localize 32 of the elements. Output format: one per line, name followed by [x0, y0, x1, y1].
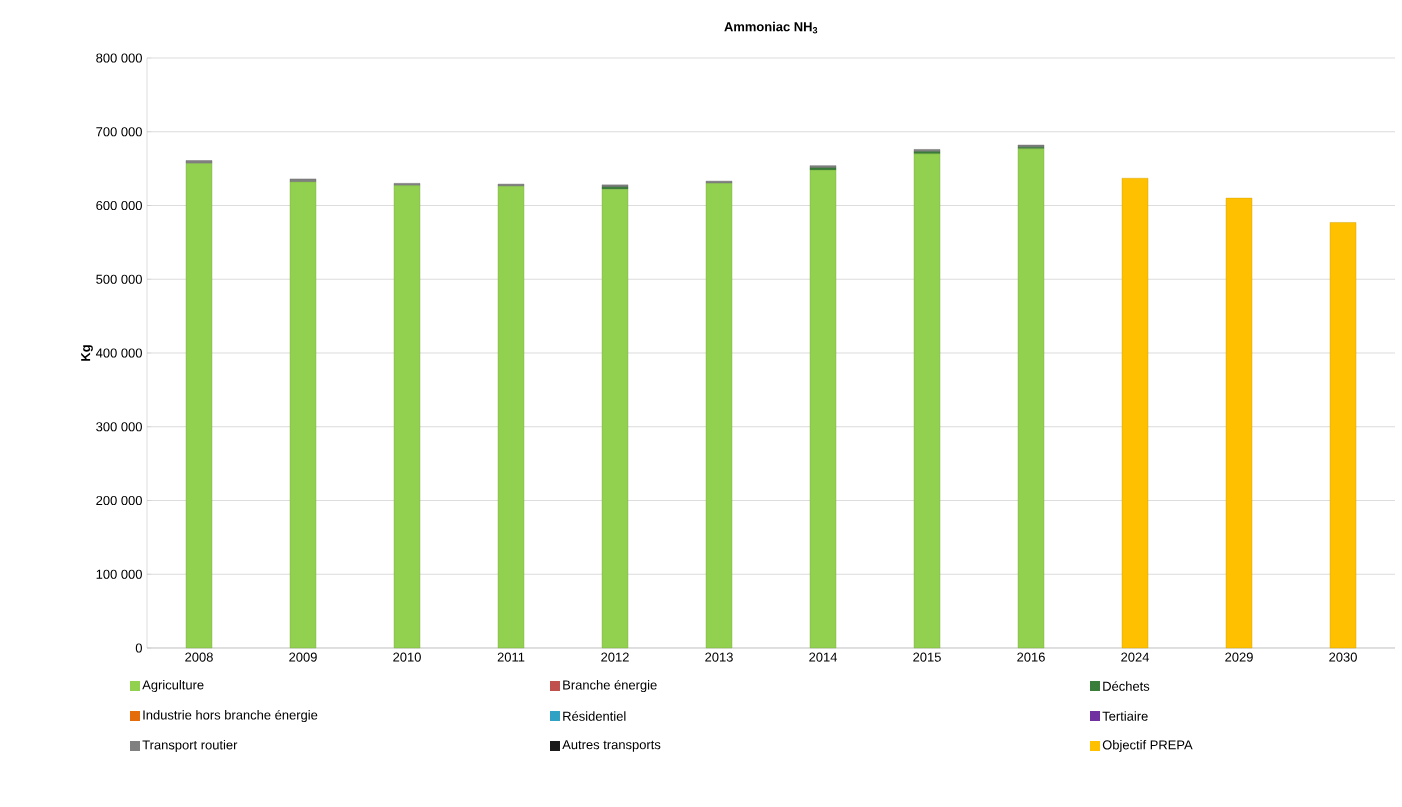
x-tick-label: 2012: [601, 652, 629, 662]
legend-label: Agriculture: [142, 679, 204, 693]
x-tick-label: 2008: [185, 652, 213, 662]
x-tick-label: 2016: [1017, 652, 1045, 662]
y-tick-label: 0: [135, 643, 142, 653]
y-tick-label: 600 000: [96, 200, 142, 211]
x-tick-label: 2009: [289, 652, 317, 662]
legend-label: Résidentiel: [563, 711, 626, 721]
y-tick-label: 800 000: [96, 53, 142, 63]
y-axis-title: Kg: [81, 345, 93, 361]
x-tick-label: 2014: [809, 652, 838, 662]
y-tick-label: 100 000: [96, 569, 142, 579]
x-tick-label: 2024: [1121, 652, 1150, 662]
y-tick-label: 500 000: [96, 274, 142, 284]
legend-label: Transport routier: [142, 739, 238, 753]
x-tick-label: 2029: [1225, 652, 1253, 662]
legend-label: Déchets: [1103, 681, 1150, 691]
y-tick-label: 200 000: [96, 495, 142, 506]
y-tick-label: 400 000: [95, 348, 142, 358]
legend-label: Industrie hors branche énergie: [143, 709, 318, 723]
x-tick-label: 2030: [1329, 652, 1357, 662]
y-tick-label: 300 000: [96, 422, 142, 432]
chart-title: Ammoniac NH$_{3}$: [724, 21, 818, 34]
legend-label: Tertiaire: [1102, 711, 1148, 721]
x-tick-label: 2011: [497, 652, 525, 662]
x-tick-label: 2010: [393, 652, 421, 662]
legend-label: Objectif PREPA: [1102, 739, 1193, 753]
x-tick-label: 2015: [913, 652, 941, 662]
legend-label: Branche énergie: [563, 679, 657, 693]
legend-label: Autres transports: [562, 740, 661, 752]
x-tick-label: 2013: [705, 652, 733, 662]
y-tick-label: 700 000: [96, 127, 142, 137]
